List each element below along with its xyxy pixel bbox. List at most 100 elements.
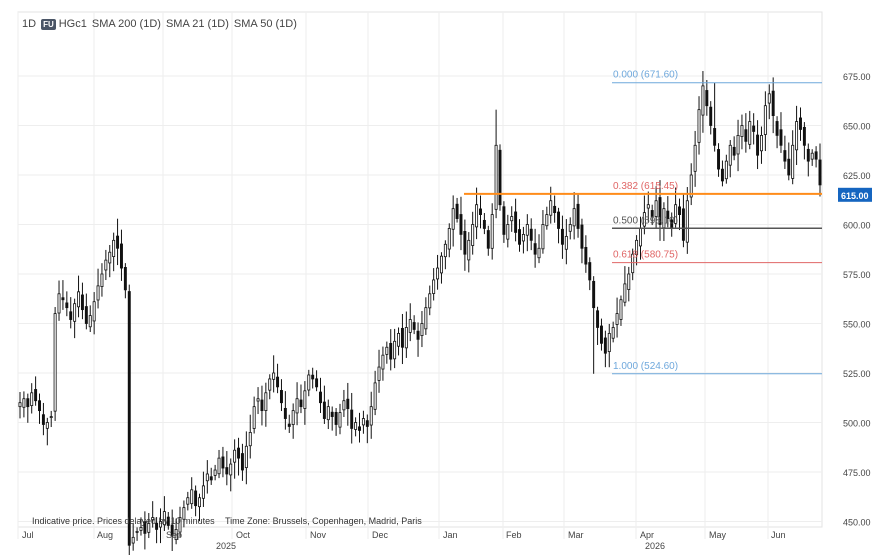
x-axis: Jul Aug Sep Oct Nov Dec Jan Feb Mar Apr May Jun 2025… xyxy=(22,530,786,551)
candle xyxy=(244,431,248,485)
candle-body xyxy=(537,247,541,259)
candle xyxy=(502,201,506,243)
candle xyxy=(693,130,697,187)
fib-label: 0.500 (598.10) xyxy=(613,215,678,226)
candle xyxy=(127,284,131,555)
candle-body xyxy=(369,406,373,426)
symbol-label[interactable]: HGc1 xyxy=(58,18,87,30)
candle xyxy=(767,84,771,120)
candle-body xyxy=(642,212,646,227)
candle xyxy=(510,206,514,232)
fib-level: 0.382 (615.45) xyxy=(613,181,678,192)
candle-body xyxy=(408,319,412,333)
chart-grid xyxy=(17,11,823,539)
candle-body xyxy=(584,246,588,265)
candle xyxy=(416,322,420,357)
candle xyxy=(650,204,654,226)
candle-body xyxy=(272,372,276,380)
candle xyxy=(627,266,631,302)
candle-body xyxy=(717,149,721,170)
candle xyxy=(92,292,96,335)
candle xyxy=(713,82,717,152)
candle xyxy=(96,268,100,309)
candle xyxy=(334,408,338,436)
candle xyxy=(623,266,627,307)
candle-body xyxy=(397,332,401,347)
candle xyxy=(744,113,748,153)
candle-body xyxy=(654,200,658,217)
candle xyxy=(256,387,260,415)
candle-body xyxy=(685,200,689,243)
candle-body xyxy=(646,204,650,209)
candle-body xyxy=(73,303,77,322)
candle-body xyxy=(771,90,775,116)
candle xyxy=(319,377,322,413)
candle xyxy=(303,381,307,425)
candle xyxy=(41,402,45,436)
candle xyxy=(354,417,358,437)
candle xyxy=(389,329,393,371)
candle xyxy=(18,391,22,419)
interval-label[interactable]: 1D xyxy=(22,18,37,30)
candle-body xyxy=(65,302,69,309)
candle xyxy=(795,105,799,165)
candle-body xyxy=(225,467,229,475)
candle xyxy=(108,244,112,278)
candle xyxy=(584,235,588,273)
plot-frame xyxy=(17,11,823,528)
candle xyxy=(338,403,342,435)
candle-body xyxy=(439,255,443,274)
candle-body xyxy=(627,273,631,290)
candle xyxy=(728,140,732,178)
candle xyxy=(194,485,198,517)
candle xyxy=(678,198,681,231)
candle-body xyxy=(361,418,365,426)
candle-body xyxy=(568,224,572,232)
candle-body xyxy=(342,400,346,411)
candle xyxy=(549,186,553,224)
candle xyxy=(479,195,482,229)
candle-body xyxy=(166,516,170,526)
candle-body xyxy=(38,400,41,412)
candle xyxy=(771,77,775,134)
candle xyxy=(159,508,162,544)
candle xyxy=(264,382,268,427)
candle-body xyxy=(104,259,108,271)
x-tick-label: May xyxy=(709,530,727,540)
candle xyxy=(22,391,26,418)
indicator-sma-21[interactable]: SMA 21 (1D) xyxy=(165,18,229,30)
candle-body xyxy=(736,134,740,155)
candle-body xyxy=(186,497,190,505)
candle-body xyxy=(319,391,322,404)
candle xyxy=(151,501,155,528)
candle-body xyxy=(728,144,732,166)
candle xyxy=(330,406,334,431)
candle-body xyxy=(560,228,564,245)
indicator-sma-50[interactable]: SMA 50 (1D) xyxy=(233,18,297,30)
candle xyxy=(119,229,123,281)
candle-body xyxy=(303,390,307,409)
candle xyxy=(221,446,225,478)
candle-body xyxy=(802,126,806,146)
indicator-sma-200[interactable]: SMA 200 (1D) xyxy=(91,18,161,30)
x-tick-label: Feb xyxy=(506,530,522,540)
candle-body xyxy=(705,90,709,107)
candle xyxy=(420,311,424,348)
candle xyxy=(447,223,451,258)
candle-body xyxy=(799,117,802,130)
candle-body xyxy=(252,406,256,429)
candle-body xyxy=(233,449,237,463)
candle-body xyxy=(307,374,311,391)
candle-body xyxy=(607,332,611,353)
y-tick-label: 525.00 xyxy=(843,369,871,379)
candle xyxy=(560,215,564,259)
candle xyxy=(393,328,397,369)
candle-body xyxy=(599,325,603,344)
candle xyxy=(217,449,221,479)
candle xyxy=(631,248,635,281)
candle-body xyxy=(365,420,369,427)
candle xyxy=(506,214,510,248)
candle xyxy=(400,313,404,365)
candle xyxy=(576,194,580,238)
